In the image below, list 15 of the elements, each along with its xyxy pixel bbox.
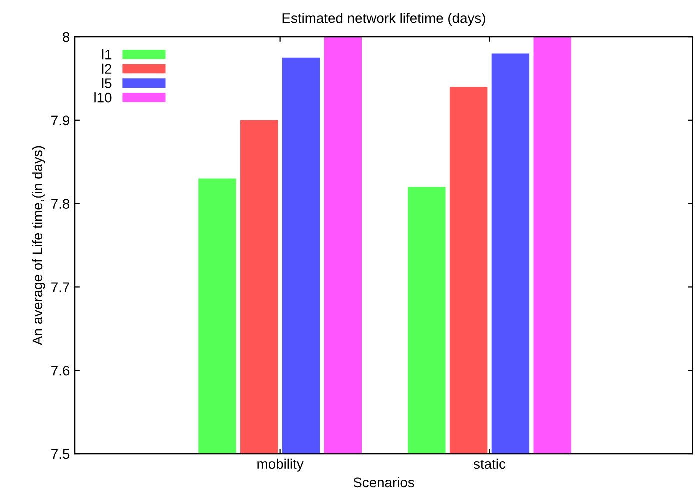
y-tick-label: 7.5 <box>52 449 70 460</box>
legend-label: l10 <box>94 92 112 103</box>
legend-label: l5 <box>102 78 112 88</box>
x-tick-label: static <box>474 458 506 470</box>
x-axis-title: Scenarios <box>354 477 414 488</box>
legend-label: l1 <box>102 50 112 60</box>
chart-title: Estimated network lifetime (days) <box>282 13 486 26</box>
y-tick-label: 7.7 <box>52 282 70 292</box>
y-tick-label: 7.9 <box>52 116 70 126</box>
legend-label: l2 <box>102 64 112 74</box>
y-axis-title: An average of Life time,(in days) <box>32 146 46 346</box>
y-tick-label: 8 <box>63 32 70 42</box>
x-tick-label: mobility <box>258 458 304 472</box>
y-tick-label: 7.8 <box>52 199 70 209</box>
y-tick-label: 7.6 <box>52 366 70 376</box>
